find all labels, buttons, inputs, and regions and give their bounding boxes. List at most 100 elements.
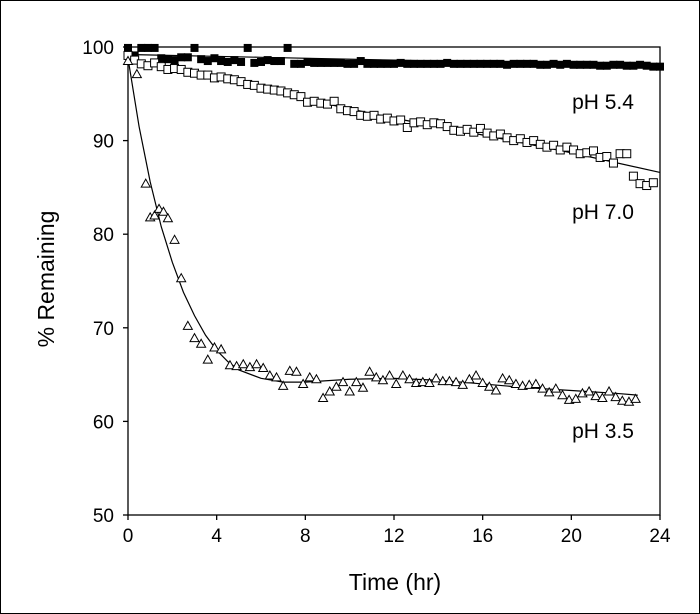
- data-point: [396, 115, 406, 125]
- x-axis-title: Time (hr): [349, 569, 441, 595]
- data-point: [557, 389, 568, 400]
- data-point: [336, 58, 345, 67]
- data-point: [489, 59, 498, 68]
- data-point: [384, 370, 395, 380]
- data-point: [409, 59, 418, 68]
- data-point: [356, 57, 365, 66]
- data-point: [622, 61, 631, 70]
- data-point: [570, 393, 582, 403]
- data-point: [509, 59, 518, 68]
- series-label: pH 7.0: [572, 201, 634, 224]
- data-point: [549, 59, 558, 68]
- data-point: [609, 60, 618, 69]
- data-point: [331, 381, 342, 391]
- data-point: [602, 152, 612, 162]
- data-point: [483, 59, 492, 68]
- data-point: [210, 54, 219, 63]
- data-point: [475, 123, 485, 133]
- data-point: [122, 55, 134, 66]
- data-point: [449, 59, 458, 68]
- data-point: [357, 382, 369, 392]
- data-point: [497, 372, 508, 383]
- data-point: [616, 60, 625, 69]
- data-point: [430, 372, 442, 383]
- y-tick-label: 100: [82, 38, 114, 59]
- data-point: [628, 171, 638, 181]
- data-point: [316, 58, 325, 67]
- y-axis-title: % Remaining: [33, 211, 59, 348]
- data-point: [237, 358, 249, 369]
- data-point: [403, 59, 412, 68]
- data-point: [304, 371, 316, 382]
- data-point: [363, 59, 372, 68]
- x-tick-label: 24: [649, 526, 671, 547]
- x-tick-label: 4: [211, 526, 222, 547]
- data-point: [202, 354, 214, 364]
- data-point: [582, 60, 591, 69]
- data-point: [596, 61, 605, 70]
- data-point: [523, 59, 531, 68]
- data-point: [223, 57, 232, 66]
- data-point: [276, 57, 285, 66]
- data-point: [189, 332, 200, 343]
- data-point: [140, 178, 152, 188]
- data-point: [648, 178, 658, 188]
- data-point: [283, 43, 292, 52]
- data-point: [169, 234, 180, 244]
- data-point: [469, 59, 478, 68]
- data-point: [243, 43, 252, 52]
- data-point: [162, 212, 174, 223]
- data-point: [602, 61, 611, 70]
- data-point: [270, 57, 279, 66]
- data-point: [589, 146, 598, 156]
- data-point: [622, 149, 632, 159]
- data-point: [470, 370, 482, 380]
- data-point: [423, 59, 432, 68]
- data-point: [158, 206, 169, 216]
- data-point: [456, 59, 465, 68]
- data-point: [390, 378, 402, 388]
- data-point: [330, 58, 339, 67]
- data-point: [402, 122, 412, 132]
- y-tick-label: 50: [93, 506, 114, 527]
- data-point: [195, 338, 207, 348]
- data-point: [436, 59, 445, 68]
- data-point: [630, 393, 641, 403]
- data-point: [629, 61, 638, 70]
- y-tick-label: 90: [93, 132, 114, 153]
- data-points: [122, 43, 664, 406]
- x-tick-label: 20: [561, 526, 582, 547]
- data-point: [636, 60, 645, 69]
- data-point: [224, 359, 236, 370]
- data-point: [323, 58, 332, 67]
- data-point: [317, 392, 329, 402]
- data-point: [163, 55, 172, 64]
- data-point: [291, 366, 302, 376]
- data-point: [530, 378, 542, 388]
- data-point: [537, 383, 548, 393]
- data-point: [251, 358, 262, 369]
- data-point: [516, 59, 525, 68]
- data-point: [476, 59, 485, 68]
- data-point: [124, 43, 132, 52]
- data-point: [310, 58, 319, 67]
- data-point: [562, 59, 571, 68]
- data-point: [182, 320, 194, 330]
- data-point: [649, 62, 658, 71]
- y-tick-label: 70: [93, 319, 114, 340]
- data-point: [536, 60, 545, 69]
- data-point: [296, 59, 305, 68]
- data-point: [257, 57, 265, 66]
- data-point: [250, 58, 259, 67]
- data-point: [583, 385, 595, 396]
- data-point: [390, 59, 398, 68]
- data-point: [396, 58, 405, 67]
- data-point: [424, 377, 435, 388]
- x-tick-label: 8: [300, 526, 311, 547]
- data-point: [616, 395, 628, 405]
- data-point: [344, 385, 356, 396]
- data-point: [137, 43, 146, 52]
- data-point: [597, 392, 608, 402]
